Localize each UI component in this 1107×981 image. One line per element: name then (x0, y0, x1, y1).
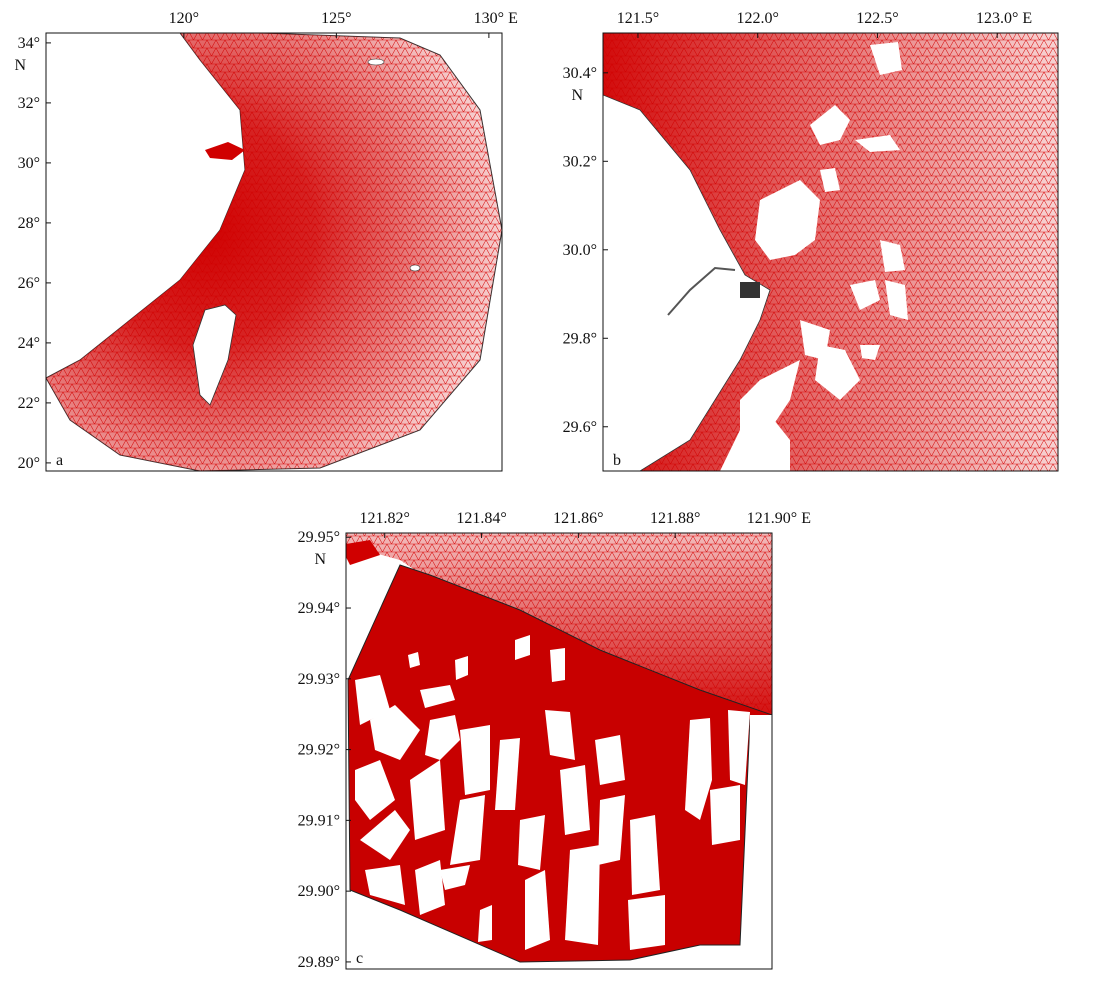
y-unit-label: N (14, 57, 26, 74)
x-tick-label: 121.82° (360, 510, 410, 527)
y-tick-label: 29.89° (298, 954, 340, 971)
x-tick-label: 121.86° (553, 510, 603, 527)
x-tick-label: 121.88° (650, 510, 700, 527)
y-tick-label: 24° (18, 335, 40, 352)
y-tick-label: 26° (18, 275, 40, 292)
y-tick-label: 34° (18, 35, 40, 52)
y-unit-label: N (571, 87, 583, 104)
panel-label: c (356, 950, 363, 967)
x-tick-label: 122.0° (736, 10, 778, 27)
y-tick-label: 29.6° (563, 419, 597, 436)
y-tick-label: 29.95° (298, 529, 340, 546)
y-tick-label: 29.8° (563, 330, 597, 347)
y-tick-label: 32° (18, 95, 40, 112)
x-tick-label: 121.5° (617, 10, 659, 27)
mesh-panel-a (46, 33, 502, 471)
x-tick-label: 122.5° (856, 10, 898, 27)
x-tick-label: 121.90° E (747, 510, 811, 527)
x-tick-label: 123.0° E (976, 10, 1032, 27)
y-tick-label: 30.0° (563, 242, 597, 259)
y-tick-label: 29.91° (298, 812, 340, 829)
y-tick-label: 28° (18, 215, 40, 232)
y-tick-label: 30.4° (563, 65, 597, 82)
x-tick-label: 125° (321, 10, 351, 27)
y-tick-label: 30° (18, 155, 40, 172)
y-tick-label: 22° (18, 395, 40, 412)
y-tick-label: 30.2° (563, 153, 597, 170)
x-tick-label: 130° E (474, 10, 518, 27)
mesh-panel-c (340, 533, 772, 969)
y-tick-label: 20° (18, 455, 40, 472)
y-tick-label: 29.93° (298, 671, 340, 688)
y-tick-label: 29.94° (298, 600, 340, 617)
y-tick-label: 29.92° (298, 742, 340, 759)
x-tick-label: 120° (169, 10, 199, 27)
x-tick-label: 121.84° (456, 510, 506, 527)
panel-label: a (56, 452, 63, 469)
panel-label: b (613, 452, 621, 469)
figure: 120° 125° 130° E 34° 32° 30° 28° 26° 24° 22° 20° Na… (0, 0, 1107, 981)
y-unit-label: N (314, 551, 326, 568)
y-tick-label: 29.90° (298, 883, 340, 900)
mesh-panel-b (603, 33, 1058, 471)
